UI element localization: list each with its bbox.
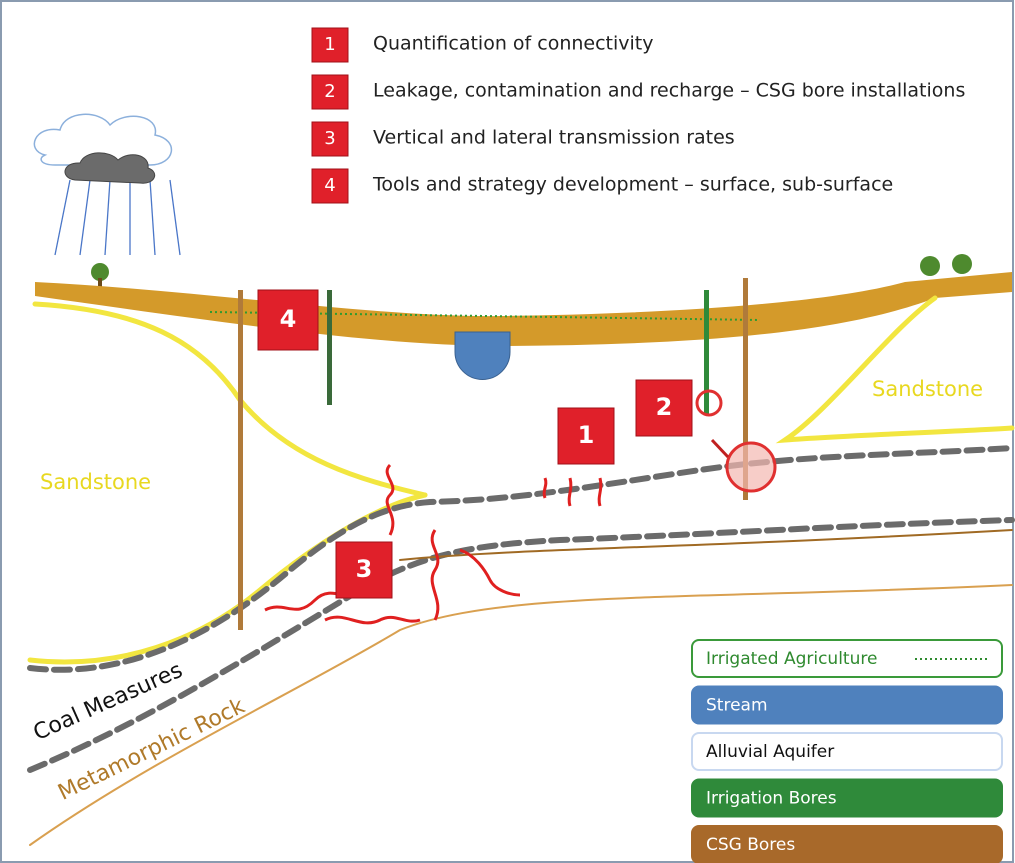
badge-number: 1 — [324, 34, 335, 55]
legend-label: Stream — [706, 696, 768, 716]
objective-text: Vertical and lateral transmission rates — [373, 127, 735, 149]
legend-label: CSG Bores — [706, 835, 795, 855]
layer-label: Sandstone — [872, 377, 983, 401]
marker-number: 3 — [356, 555, 373, 583]
legend-label: Alluvial Aquifer — [706, 742, 834, 762]
objective-text: Leakage, contamination and recharge – CS… — [373, 80, 965, 102]
diagram: 1 Quantification of connectivity 2 Leakage,… — [0, 0, 1015, 863]
marker-number: 1 — [578, 421, 595, 449]
marker-number: 4 — [280, 305, 297, 333]
legend-label: Irrigation Bores — [706, 789, 837, 809]
objective-text: Tools and strategy development – surface… — [372, 174, 893, 196]
legend-label: Irrigated Agriculture — [706, 649, 877, 669]
badge-number: 4 — [324, 175, 335, 196]
legend: Irrigated Agriculture Stream Alluvial Aqui… — [692, 640, 1002, 863]
marker-number: 2 — [656, 393, 673, 421]
objective-text: Quantification of connectivity — [373, 33, 654, 55]
badge-number: 2 — [324, 81, 335, 102]
layer-label: Sandstone — [40, 470, 151, 494]
badge-number: 3 — [324, 128, 335, 149]
